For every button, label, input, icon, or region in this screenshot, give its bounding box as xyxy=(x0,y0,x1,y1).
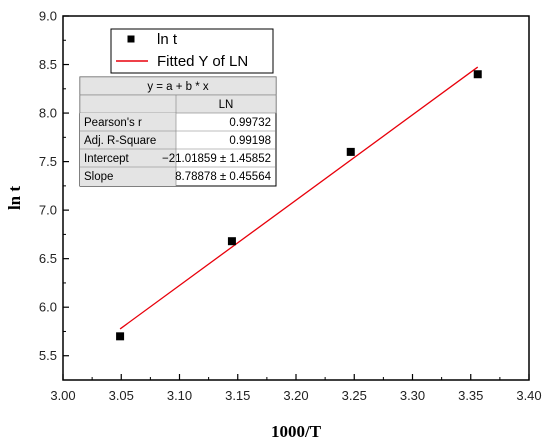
series-layer xyxy=(116,66,482,341)
y-tick-label: 6.0 xyxy=(39,300,57,315)
y-tick-label: 7.5 xyxy=(39,154,57,169)
x-tick-label: 3.35 xyxy=(458,388,483,403)
y-tick-label: 6.5 xyxy=(39,251,57,266)
data-point xyxy=(227,237,236,246)
data-point xyxy=(346,147,355,156)
y-tick-label: 5.5 xyxy=(39,348,57,363)
stats-label-column xyxy=(80,113,176,186)
legend-box xyxy=(110,28,274,74)
stats-value-adj-r-square: 0.99198 xyxy=(229,135,271,147)
stats-label-slope: Slope xyxy=(84,171,113,183)
x-tick-label: 3.10 xyxy=(167,388,192,403)
y-tick-label: 7.0 xyxy=(39,203,57,218)
y-axis: 5.5 6.0 6.5 7.0 7.5 8.0 8.5 9.0 xyxy=(39,9,69,363)
data-point xyxy=(116,332,125,341)
y-tick-label: 9.0 xyxy=(39,9,57,24)
x-tick-label: 3.20 xyxy=(283,388,308,403)
y-tick-label: 8.5 xyxy=(39,57,57,72)
x-tick-label: 3.25 xyxy=(342,388,367,403)
x-tick-label: 3.40 xyxy=(516,388,541,403)
x-tick-label: 3.15 xyxy=(225,388,250,403)
stats-label-adj-r-square: Adj. R-Square xyxy=(84,135,156,147)
x-tick-label: 3.05 xyxy=(109,388,134,403)
x-axis: 3.00 3.05 3.10 3.15 3.20 3.25 3.30 3.35 3.40 xyxy=(50,374,542,403)
fit-statistics-table: y = a + b * x LN Pearson's r 0.99732 Adj… xyxy=(79,76,277,187)
legend-label-ln-t: ln t xyxy=(157,31,178,48)
legend-label-fitted: Fitted Y of LN xyxy=(157,53,248,70)
stats-value-slope: 8.78878 ± 0.45564 xyxy=(175,171,271,183)
y-tick-label: 8.0 xyxy=(39,106,57,121)
fitted-line xyxy=(119,66,479,330)
data-point xyxy=(473,70,482,79)
y-axis-title: ln t xyxy=(5,186,24,210)
stats-label-intercept: Intercept xyxy=(84,153,130,165)
stats-value-pearson: 0.99732 xyxy=(229,117,271,129)
stats-label-pearson: Pearson's r xyxy=(84,117,142,129)
x-axis-title: 1000/T xyxy=(271,422,322,441)
x-tick-label: 3.00 xyxy=(50,388,75,403)
stats-header-row xyxy=(79,94,277,114)
legend: ln t Fitted Y of LN xyxy=(110,28,274,74)
legend-marker-ln-t xyxy=(127,35,135,43)
stats-equation: y = a + b * x xyxy=(147,81,209,93)
stats-value-intercept: −21.01859 ± 1.45852 xyxy=(162,153,271,165)
x-tick-label: 3.30 xyxy=(400,388,425,403)
stats-column-header: LN xyxy=(219,99,234,111)
